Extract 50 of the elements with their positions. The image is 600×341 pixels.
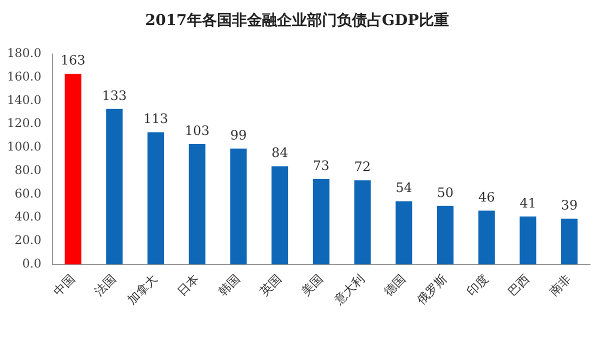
x-tick-label: 巴西	[505, 272, 532, 299]
x-tick-label: 英国	[257, 272, 284, 299]
y-tick-label: 140.0	[6, 92, 42, 107]
y-tick-label: 160.0	[6, 70, 42, 84]
x-tick-label: 法国	[92, 272, 119, 299]
x-tick-label: 印度	[464, 272, 491, 299]
y-tick-label: 120.0	[6, 116, 42, 130]
y-tick-label: 40.0	[14, 210, 42, 224]
y-tick-label: 20.0	[14, 233, 42, 248]
data-label: 41	[520, 196, 536, 212]
x-tick-label: 南非	[546, 272, 574, 299]
x-tick-label: 韩国	[216, 272, 243, 299]
y-tick-label: 80.0	[14, 162, 42, 177]
data-label: 72	[354, 160, 371, 176]
x-tick-label: 加拿大	[124, 272, 160, 308]
bar	[478, 210, 495, 264]
chart-title: 2017年各国非金融企业部门负债占GDP比重	[145, 10, 449, 29]
bar	[147, 132, 164, 264]
data-label: 50	[436, 186, 454, 201]
y-tick-label: 60.0	[14, 186, 42, 200]
bar	[64, 74, 82, 264]
data-label: 163	[60, 54, 86, 69]
x-tick-label: 美国	[298, 272, 326, 299]
data-label: 133	[102, 88, 127, 104]
bar	[188, 144, 206, 264]
bar	[106, 108, 123, 264]
x-tick-label: 意大利	[330, 272, 367, 308]
x-tick-label: 中国	[50, 272, 78, 299]
bar	[230, 148, 247, 264]
bar	[520, 216, 536, 264]
data-label: 103	[184, 124, 210, 139]
data-label: 99	[230, 128, 247, 144]
y-tick-label: 180.0	[6, 46, 42, 60]
data-label: 39	[561, 198, 578, 214]
bar	[354, 180, 371, 264]
data-label: 46	[478, 190, 495, 206]
data-label: 54	[396, 181, 412, 196]
bar	[561, 218, 578, 264]
x-tick-label: 日本	[174, 272, 202, 299]
data-label: 84	[272, 146, 288, 162]
bar	[272, 166, 288, 264]
data-label: 113	[143, 112, 168, 128]
bar	[396, 201, 412, 264]
y-tick-label: 0.0	[22, 256, 42, 270]
bar	[436, 206, 454, 264]
data-label: 73	[312, 158, 330, 174]
y-tick-label: 100.0	[6, 140, 42, 154]
bar	[312, 179, 330, 264]
x-tick-label: 俄罗斯	[414, 272, 450, 308]
x-tick-label: 德国	[381, 272, 408, 299]
